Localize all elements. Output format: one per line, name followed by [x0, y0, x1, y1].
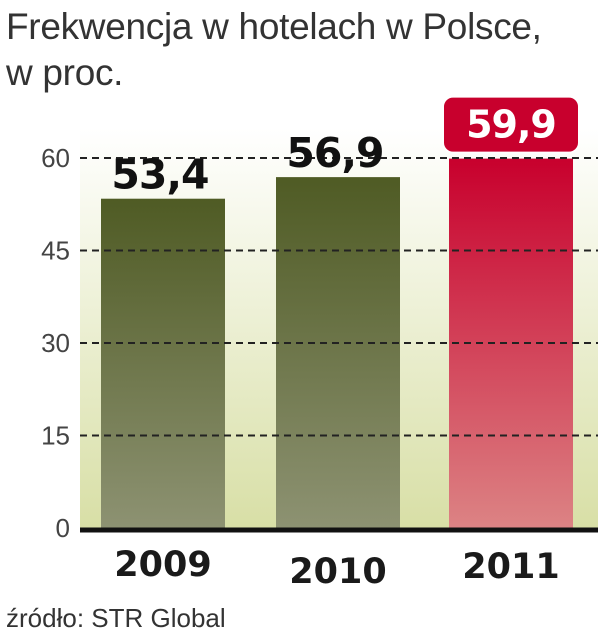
x-tick-label-2010: 2010: [289, 552, 386, 592]
value-label-badge-2011: [442, 95, 580, 154]
value-label-2011: 59,9: [466, 103, 556, 147]
x-tick-label-2009: 2009: [114, 545, 211, 585]
x-tick-label-2011: 2011: [462, 547, 559, 587]
y-tick-label-15: 15: [41, 421, 70, 451]
gridlines: [80, 157, 598, 437]
bar-2009: [101, 198, 225, 528]
bar-2010: [276, 177, 400, 528]
value-label-2009: 53,4: [111, 151, 208, 199]
bar-chart: 0 15 30 45 60 2009 2010 2011 53,4 56,9 59,9: [41, 95, 598, 592]
value-label-2010: 56,9: [286, 129, 383, 177]
y-tick-label-45: 45: [41, 236, 70, 266]
y-tick-label-0: 0: [56, 513, 70, 543]
chart-title-line-2: w proc.: [6, 52, 124, 93]
source-note: źródło: STR Global: [6, 603, 226, 633]
value-labels: 53,4 56,9 59,9: [111, 95, 580, 199]
y-tick-label-30: 30: [41, 328, 70, 358]
x-axis: 2009 2010 2011: [80, 527, 598, 592]
chart-title: Frekwencja w hotelach w Polsce, w proc.: [6, 4, 591, 96]
chart-title-line-1: Frekwencja w hotelach w Polsce,: [6, 6, 542, 47]
y-axis: 0 15 30 45 60: [41, 143, 70, 543]
y-tick-label-60: 60: [41, 143, 70, 173]
